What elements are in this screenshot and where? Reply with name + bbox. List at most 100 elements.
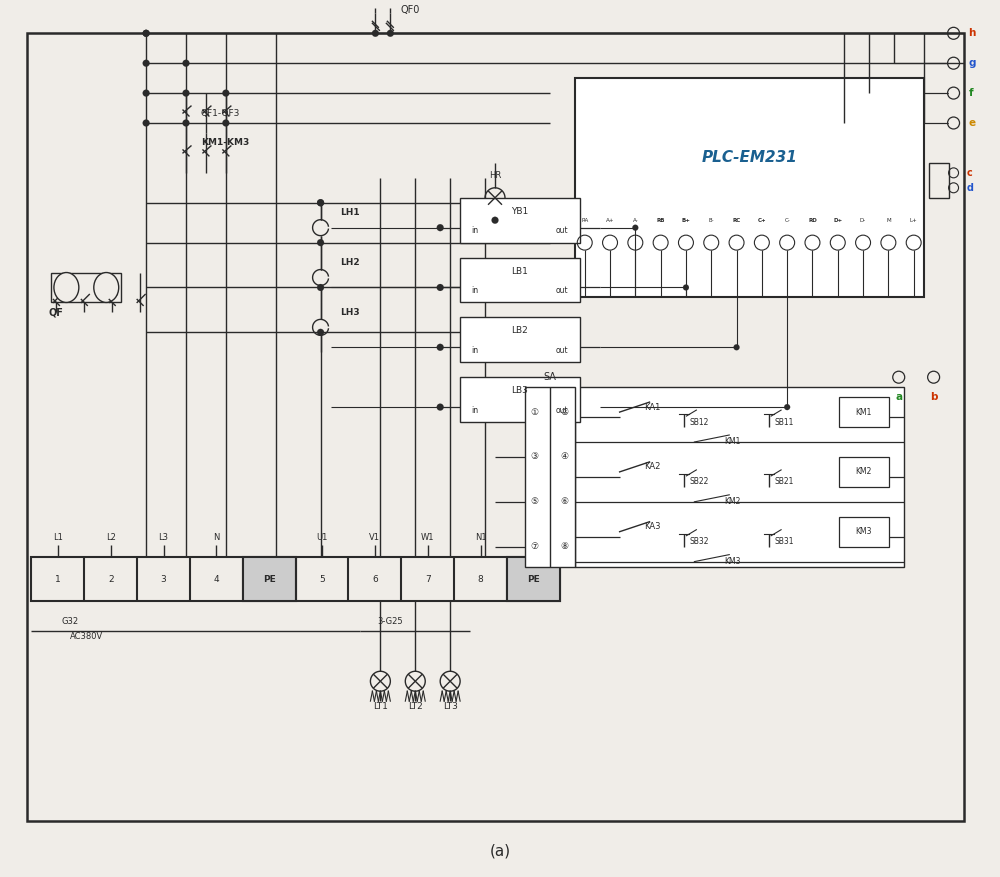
Text: AC380V: AC380V: [70, 631, 103, 641]
Text: QF0: QF0: [401, 5, 420, 16]
Circle shape: [437, 344, 444, 351]
Text: h: h: [969, 28, 976, 39]
FancyBboxPatch shape: [460, 198, 580, 243]
Text: QF: QF: [49, 308, 64, 317]
FancyBboxPatch shape: [575, 387, 904, 567]
Text: PE: PE: [527, 574, 540, 583]
Text: ⑤: ⑤: [531, 497, 539, 506]
Text: LH2: LH2: [341, 258, 360, 267]
Circle shape: [183, 60, 189, 67]
Text: a: a: [895, 392, 902, 403]
Text: in: in: [472, 286, 479, 295]
Ellipse shape: [94, 273, 119, 303]
Text: HR: HR: [489, 171, 501, 181]
Circle shape: [317, 239, 324, 246]
Text: in: in: [472, 346, 479, 355]
Text: 7: 7: [425, 574, 431, 583]
Text: SB12: SB12: [689, 417, 709, 426]
Text: G32: G32: [61, 617, 79, 626]
Text: M: M: [886, 218, 891, 223]
Text: out: out: [555, 226, 568, 235]
Text: LH1: LH1: [341, 208, 360, 217]
FancyBboxPatch shape: [31, 557, 560, 602]
Circle shape: [317, 199, 324, 206]
Text: b: b: [930, 392, 937, 403]
Circle shape: [222, 89, 229, 96]
Text: 4: 4: [214, 574, 219, 583]
FancyBboxPatch shape: [460, 377, 580, 422]
Text: PE: PE: [263, 574, 276, 583]
Text: KM3: KM3: [724, 557, 741, 567]
FancyBboxPatch shape: [525, 387, 575, 567]
FancyBboxPatch shape: [929, 163, 949, 198]
Text: QF1-QF3: QF1-QF3: [201, 109, 240, 118]
Text: D+: D+: [833, 218, 842, 223]
Text: KM1-KM3: KM1-KM3: [201, 139, 249, 147]
Text: LB3: LB3: [511, 386, 528, 396]
Text: KA2: KA2: [645, 462, 661, 472]
Text: ②: ②: [561, 408, 569, 417]
Text: KM3: KM3: [856, 527, 872, 536]
Text: D-: D-: [860, 218, 866, 223]
Text: d: d: [967, 182, 974, 193]
Text: KA1: KA1: [645, 403, 661, 411]
Text: RB: RB: [656, 218, 665, 223]
Circle shape: [372, 30, 379, 37]
Text: LT2: LT2: [408, 702, 423, 710]
Text: ⑧: ⑧: [561, 542, 569, 551]
Text: KM1: KM1: [856, 408, 872, 417]
Text: B-: B-: [708, 218, 714, 223]
Text: KM1: KM1: [724, 438, 741, 446]
FancyBboxPatch shape: [507, 557, 560, 602]
Text: LT3: LT3: [443, 702, 458, 710]
Circle shape: [437, 284, 444, 291]
Text: SB11: SB11: [774, 417, 794, 426]
Text: U1: U1: [316, 532, 328, 542]
FancyBboxPatch shape: [460, 317, 580, 362]
Text: 1: 1: [55, 574, 61, 583]
Text: f: f: [969, 88, 973, 98]
Text: W1: W1: [421, 532, 434, 542]
Text: 3: 3: [161, 574, 166, 583]
Text: YB1: YB1: [511, 207, 529, 216]
FancyBboxPatch shape: [575, 78, 924, 297]
Text: SB31: SB31: [774, 538, 794, 546]
Text: 2: 2: [108, 574, 114, 583]
Circle shape: [784, 404, 790, 410]
Text: SA: SA: [543, 372, 556, 382]
Text: B+: B+: [682, 218, 690, 223]
Circle shape: [143, 89, 150, 96]
FancyBboxPatch shape: [839, 397, 889, 427]
Text: C-: C-: [784, 218, 790, 223]
Text: 8: 8: [478, 574, 483, 583]
Text: g: g: [969, 58, 976, 68]
Text: N1: N1: [475, 532, 486, 542]
Text: ⑦: ⑦: [531, 542, 539, 551]
Circle shape: [437, 225, 444, 232]
Text: 6: 6: [372, 574, 378, 583]
Circle shape: [632, 225, 638, 231]
FancyBboxPatch shape: [27, 33, 964, 821]
Text: KM2: KM2: [856, 467, 872, 476]
Text: LB2: LB2: [512, 326, 528, 335]
Text: out: out: [555, 405, 568, 415]
Text: ①: ①: [531, 408, 539, 417]
Circle shape: [317, 284, 324, 291]
Text: N: N: [213, 532, 220, 542]
Circle shape: [492, 217, 499, 224]
Circle shape: [143, 30, 150, 37]
Text: ④: ④: [561, 453, 569, 461]
FancyBboxPatch shape: [51, 273, 121, 303]
FancyBboxPatch shape: [243, 557, 296, 602]
Text: L+: L+: [910, 218, 918, 223]
Text: PLC-EM231: PLC-EM231: [701, 150, 797, 166]
FancyBboxPatch shape: [839, 517, 889, 546]
Text: KM2: KM2: [724, 497, 741, 506]
Text: e: e: [969, 118, 976, 128]
Text: L1: L1: [53, 532, 63, 542]
Text: C+: C+: [758, 218, 766, 223]
Text: L2: L2: [106, 532, 116, 542]
FancyBboxPatch shape: [460, 258, 580, 303]
Text: c: c: [967, 168, 972, 178]
Text: in: in: [472, 405, 479, 415]
